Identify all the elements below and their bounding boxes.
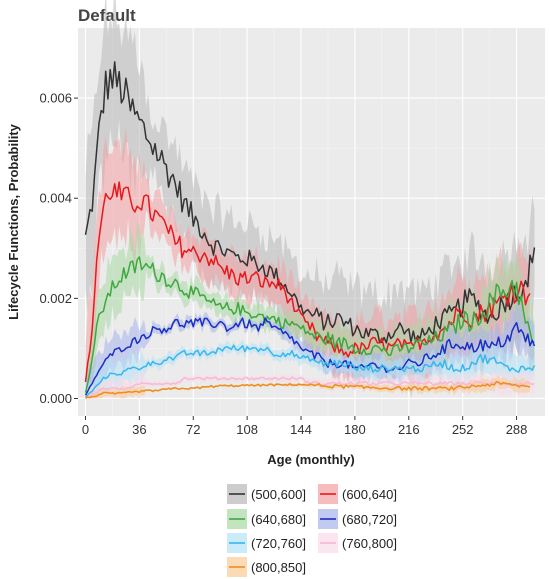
- legend-item: (760,800]: [318, 533, 397, 553]
- legend-item: (800,850]: [227, 557, 306, 577]
- x-tick-label: 108: [236, 422, 258, 437]
- y-tick-label: 0.002: [39, 291, 72, 306]
- series-line-3: [84, 317, 536, 396]
- x-tick-label: 288: [506, 422, 528, 437]
- legend-label: (640,680]: [251, 512, 306, 527]
- legend-item: (600,640]: [318, 484, 397, 504]
- x-tick-label: 180: [344, 422, 366, 437]
- legend-item: (680,720]: [318, 509, 397, 529]
- series-line-6: [85, 381, 531, 400]
- legend-label: (500,600]: [251, 487, 306, 502]
- x-axis-title: Age (monthly): [267, 452, 354, 467]
- legend-label: (720,760]: [251, 536, 306, 551]
- legend-label: (800,850]: [251, 560, 306, 575]
- legend-item: (720,760]: [227, 533, 306, 553]
- legend: (500,600] (600,640] (640,680] (680,720] (720…: [227, 484, 397, 577]
- band-0: [85, 0, 535, 399]
- y-tick-label: 0.004: [39, 191, 72, 206]
- y-axis-title: Lifecycle Functions, Probability: [6, 123, 21, 320]
- y-tick-label: 0.000: [39, 391, 72, 406]
- legend-label: (760,800]: [342, 536, 397, 551]
- x-tick-label: 252: [452, 422, 474, 437]
- series-line-2: [84, 256, 535, 393]
- series-line-4: [85, 344, 536, 398]
- y-tick-label: 0.006: [39, 91, 72, 106]
- series-lines: [84, 61, 536, 400]
- x-tick-label: 0: [82, 422, 89, 437]
- legend-label: (680,720]: [342, 512, 397, 527]
- legend-label: (600,640]: [342, 487, 397, 502]
- legend-item: (500,600]: [227, 484, 306, 504]
- chart-title: Default: [78, 6, 136, 25]
- x-tick-label: 72: [186, 422, 200, 437]
- x-tick-label: 36: [132, 422, 146, 437]
- band-6: [85, 375, 530, 399]
- x-tick-label: 216: [398, 422, 420, 437]
- legend-item: (640,680]: [227, 509, 306, 529]
- y-axis-ticks: 0.000 0.002 0.004 0.006: [39, 91, 78, 406]
- x-axis-ticks: 0 36 72 108 144 180 216 252 288: [82, 416, 528, 437]
- series-line-1: [84, 181, 531, 383]
- x-tick-label: 144: [290, 422, 312, 437]
